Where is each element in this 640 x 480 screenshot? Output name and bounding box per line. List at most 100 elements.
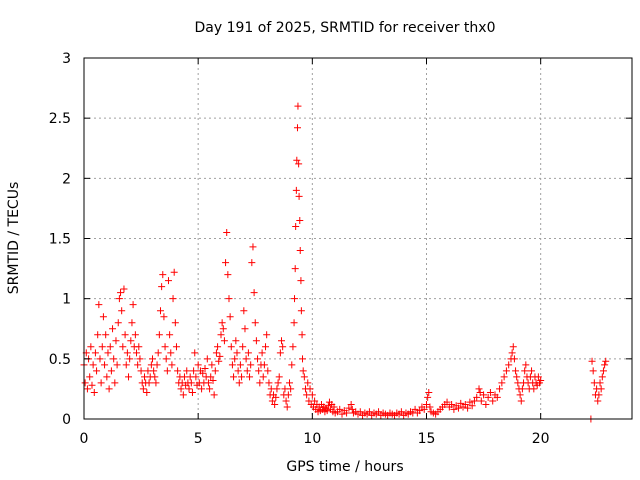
data-point	[293, 156, 301, 164]
data-point	[185, 385, 193, 393]
data-point	[510, 355, 518, 363]
data-point	[191, 349, 199, 357]
data-point	[220, 337, 228, 345]
data-point	[139, 385, 147, 393]
axis-ticks	[83, 57, 632, 420]
data-point	[224, 271, 232, 279]
data-point	[167, 349, 175, 357]
data-point	[299, 355, 307, 363]
data-point	[212, 349, 220, 357]
data-point	[256, 379, 264, 387]
data-point	[522, 361, 530, 369]
data-point	[289, 343, 297, 351]
data-point	[121, 331, 129, 339]
data-point	[209, 376, 217, 384]
data-point	[468, 402, 476, 410]
data-point	[343, 409, 351, 417]
data-point	[297, 307, 305, 315]
data-point	[161, 343, 169, 351]
y-tick-label: 2	[62, 171, 71, 187]
data-point	[109, 325, 117, 333]
data-point	[88, 381, 96, 389]
data-point	[249, 243, 257, 251]
data-point	[204, 379, 212, 387]
data-point	[158, 283, 166, 291]
data-point	[498, 379, 506, 387]
data-point	[598, 373, 606, 381]
data-point	[294, 102, 302, 110]
data-point	[521, 367, 529, 375]
data-point	[114, 319, 122, 327]
data-point	[226, 313, 234, 321]
data-point	[149, 355, 156, 363]
y-tick-label: 2.5	[49, 111, 71, 127]
data-point	[250, 289, 258, 297]
data-point	[222, 259, 230, 267]
data-point	[183, 367, 191, 375]
data-point	[347, 401, 355, 409]
data-point	[207, 373, 215, 381]
data-point	[106, 343, 114, 351]
y-tick-label: 1.5	[49, 232, 71, 248]
data-point	[239, 343, 247, 351]
data-point	[311, 397, 319, 405]
data-point	[164, 277, 172, 285]
data-point	[356, 408, 364, 416]
data-point	[528, 367, 536, 375]
data-point	[273, 385, 281, 393]
data-point	[448, 401, 456, 409]
data-point	[461, 401, 469, 409]
data-point	[206, 385, 214, 393]
data-point	[99, 313, 107, 321]
data-point	[102, 331, 110, 339]
data-point	[588, 357, 596, 365]
grid-lines	[84, 58, 632, 419]
data-point	[154, 349, 162, 357]
data-point	[295, 192, 303, 200]
data-point	[120, 285, 128, 293]
data-point	[274, 379, 282, 387]
x-tick-label: 5	[194, 431, 203, 447]
data-point	[243, 367, 251, 375]
data-point	[276, 349, 284, 357]
data-point	[112, 337, 120, 345]
data-point	[227, 343, 235, 351]
data-point	[160, 313, 168, 321]
data-point	[265, 379, 273, 387]
data-point	[208, 361, 216, 369]
data-point	[151, 373, 159, 381]
data-point	[134, 361, 142, 369]
data-point	[137, 367, 145, 375]
data-point	[291, 295, 299, 303]
data-point	[296, 216, 304, 224]
x-tick-label: 10	[303, 431, 321, 447]
data-point	[203, 355, 211, 363]
data-point	[470, 397, 478, 405]
data-point	[96, 355, 104, 363]
data-point	[115, 295, 123, 303]
data-point	[297, 277, 305, 285]
data-point	[128, 319, 136, 327]
data-point	[512, 367, 520, 375]
data-point	[244, 349, 252, 357]
data-point	[199, 369, 207, 377]
data-point	[159, 271, 167, 279]
data-point	[143, 389, 151, 397]
data-point	[98, 343, 106, 351]
data-point	[216, 352, 224, 360]
data-point	[518, 385, 526, 393]
data-point	[534, 373, 542, 381]
data-point	[513, 373, 521, 381]
data-point	[466, 398, 474, 406]
data-point	[282, 397, 290, 405]
data-point	[516, 391, 524, 399]
data-point	[122, 361, 130, 369]
data-point	[87, 343, 95, 351]
y-tick-label: 1	[62, 292, 71, 308]
data-point	[150, 367, 158, 375]
data-point	[190, 367, 198, 375]
x-tick-label: 15	[418, 431, 436, 447]
data-point	[324, 402, 332, 410]
